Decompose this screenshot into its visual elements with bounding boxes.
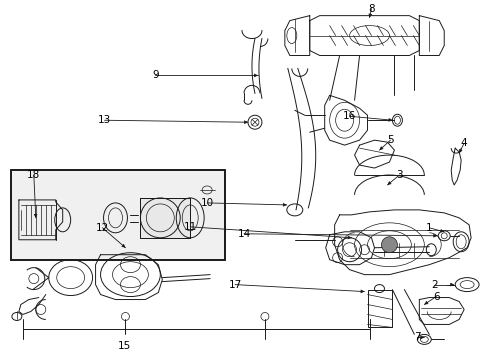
Text: 9: 9 <box>152 71 158 80</box>
Text: 17: 17 <box>228 280 241 289</box>
Bar <box>11 170 224 260</box>
Text: 12: 12 <box>96 223 109 233</box>
Text: 7: 7 <box>413 332 420 342</box>
Bar <box>140 198 190 238</box>
Text: 5: 5 <box>386 135 393 145</box>
Text: 3: 3 <box>395 170 402 180</box>
Text: 10: 10 <box>200 198 213 208</box>
Text: 4: 4 <box>460 138 467 148</box>
Text: 18: 18 <box>27 170 41 180</box>
Text: 11: 11 <box>183 222 197 232</box>
Bar <box>140 198 190 238</box>
Text: 13: 13 <box>98 115 111 125</box>
Bar <box>367 289 392 328</box>
Bar <box>11 170 224 260</box>
Text: 2: 2 <box>430 280 437 289</box>
Text: 6: 6 <box>432 292 439 302</box>
Text: 16: 16 <box>342 111 355 121</box>
Text: 15: 15 <box>118 341 131 351</box>
Ellipse shape <box>381 237 397 253</box>
Text: 1: 1 <box>425 223 432 233</box>
Text: 14: 14 <box>237 229 250 239</box>
Text: 8: 8 <box>367 4 374 14</box>
